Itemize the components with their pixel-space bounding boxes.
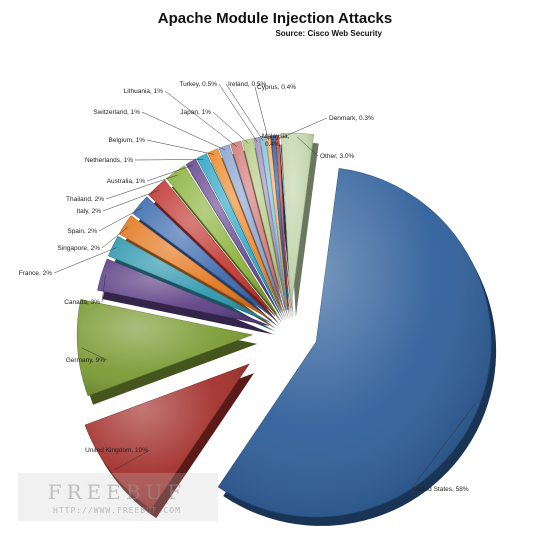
slice-label-japan: Japan, 1% <box>180 109 211 116</box>
slice-label-malaysia: Malaysia, 0.4% <box>262 133 290 148</box>
slice-label-canada: Canada, 3% <box>64 299 100 306</box>
slice-label-ireland: Ireland, 0.5% <box>228 81 267 88</box>
slice-label-spain: Spain, 2% <box>67 228 97 235</box>
slice-label-turkey: Turkey, 0.5% <box>179 81 217 88</box>
slice-label-singapore: Singapore, 2% <box>57 245 100 252</box>
leader-line-denmark <box>277 117 328 140</box>
slice-label-switzerland: Switzerland, 1% <box>93 109 140 116</box>
leader-line-singapore <box>101 226 129 249</box>
slice-label-belgium: Belgium, 1% <box>109 137 146 144</box>
leader-line-australia <box>146 165 193 182</box>
leader-line-cyprus <box>254 86 269 141</box>
chart-title: Apache Module Injection Attacks <box>157 10 393 27</box>
leader-line-japan <box>212 111 249 144</box>
slice-label-australia: Australia, 1% <box>107 178 146 185</box>
leader-line-spain <box>98 207 143 232</box>
leader-line-layer <box>53 83 477 490</box>
leader-line-ireland <box>225 83 264 142</box>
watermark-url: HTTP://WWW.FREEBUF.COM <box>53 506 181 515</box>
slice-label-cyprus: Cyprus, 0.4% <box>257 84 296 91</box>
leader-line-united-states <box>410 402 477 490</box>
slice-label-germany: Germany, 9% <box>66 357 105 364</box>
watermark-box <box>18 473 218 521</box>
leader-line-other <box>297 136 319 157</box>
slice-label-denmark: Denmark, 0.3% <box>329 115 374 122</box>
slice-label-other: Other, 3.0% <box>320 153 355 160</box>
leader-line-malaysia <box>259 135 274 140</box>
leader-line-france <box>53 247 117 274</box>
leader-line-switzerland <box>141 111 226 151</box>
leader-line-italy <box>102 189 160 212</box>
slice-label-united-kingdom: United Kingdom, 10% <box>85 447 148 454</box>
watermark-brand: FREEBUF <box>47 480 187 504</box>
chart-subtitle: Source: Cisco Web Security <box>275 29 382 38</box>
label-layer: United States, 58% United Kingdom, 10% Ger… <box>19 81 469 493</box>
slice-label-thailand: Thailand, 2% <box>66 196 104 203</box>
leader-line-germany <box>81 347 108 361</box>
leader-line-canada <box>101 275 106 303</box>
slice-label-netherlands: Netherlands, 1% <box>85 157 133 164</box>
leader-line-lithuania <box>164 90 237 147</box>
slice-label-lithuania: Lithuania, 1% <box>124 88 164 95</box>
leader-line-thailand <box>105 174 178 200</box>
slice-label-italy: Italy, 2% <box>77 208 102 215</box>
leader-line-belgium <box>146 139 215 155</box>
slice-layer <box>76 132 492 518</box>
leader-line-united-kingdom <box>114 449 151 471</box>
leader-line-turkey <box>218 83 258 142</box>
slice-label-united-states: United States, 58% <box>413 486 469 493</box>
slice-label-france: France, 2% <box>19 270 52 277</box>
